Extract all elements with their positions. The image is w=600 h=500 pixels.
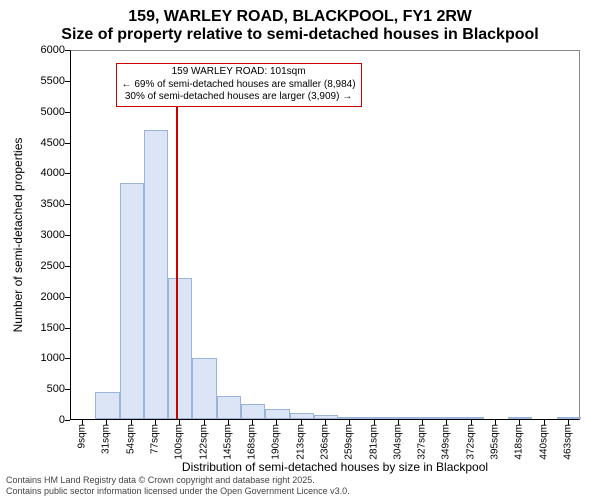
x-tick-label: 122sqm xyxy=(198,424,209,460)
y-tick-mark xyxy=(65,173,70,174)
x-tick-label: 77sqm xyxy=(150,424,161,454)
x-tick-label: 349sqm xyxy=(441,424,452,460)
histogram-bar xyxy=(387,417,411,419)
histogram-bar xyxy=(557,417,581,419)
y-tick-label: 1500 xyxy=(15,322,65,334)
chart-title-sub: Size of property relative to semi-detach… xyxy=(0,26,600,44)
y-tick-mark xyxy=(65,204,70,205)
y-tick-mark xyxy=(65,143,70,144)
callout-line-2: ← 69% of semi-detached houses are smalle… xyxy=(122,79,356,92)
y-tick-label: 4000 xyxy=(15,167,65,179)
x-tick-label: 190sqm xyxy=(271,424,282,460)
y-tick-mark xyxy=(65,81,70,82)
y-tick-label: 6000 xyxy=(15,44,65,56)
chart-title-main: 159, WARLEY ROAD, BLACKPOOL, FY1 2RW xyxy=(0,8,600,26)
histogram-bar xyxy=(435,417,459,419)
attribution-text: Contains HM Land Registry data © Crown c… xyxy=(6,475,350,497)
histogram-bar xyxy=(508,417,532,419)
y-tick-label: 2500 xyxy=(15,260,65,272)
callout-line-3: 30% of semi-detached houses are larger (… xyxy=(122,91,356,104)
x-tick-label: 440sqm xyxy=(538,424,549,460)
histogram-bar xyxy=(338,417,362,419)
histogram-chart: 159, WARLEY ROAD, BLACKPOOL, FY1 2RW Siz… xyxy=(0,0,600,500)
x-tick-label: 259sqm xyxy=(344,424,355,460)
callout-line-1: 159 WARLEY ROAD: 101sqm xyxy=(122,66,356,79)
x-tick-label: 31sqm xyxy=(101,424,112,454)
histogram-bar xyxy=(411,417,435,419)
histogram-bar xyxy=(168,278,192,419)
x-tick-label: 372sqm xyxy=(465,424,476,460)
y-tick-mark xyxy=(65,420,70,421)
x-tick-label: 168sqm xyxy=(247,424,258,460)
histogram-bar xyxy=(460,417,484,419)
y-tick-label: 5500 xyxy=(15,75,65,87)
x-tick-label: 54sqm xyxy=(125,424,136,454)
attribution-line-1: Contains HM Land Registry data © Crown c… xyxy=(6,475,350,486)
y-tick-mark xyxy=(65,112,70,113)
histogram-bar xyxy=(241,404,265,419)
y-tick-label: 5000 xyxy=(15,106,65,118)
histogram-bar xyxy=(362,417,386,419)
x-tick-label: 395sqm xyxy=(490,424,501,460)
histogram-bar xyxy=(95,392,119,419)
histogram-bar xyxy=(192,358,216,419)
y-tick-mark xyxy=(65,328,70,329)
y-tick-label: 2000 xyxy=(15,291,65,303)
x-tick-label: 236sqm xyxy=(320,424,331,460)
y-tick-label: 1000 xyxy=(15,352,65,364)
y-tick-mark xyxy=(65,358,70,359)
histogram-bar xyxy=(144,130,168,419)
x-tick-label: 145sqm xyxy=(222,424,233,460)
histogram-bar xyxy=(314,415,338,419)
y-tick-mark xyxy=(65,50,70,51)
y-tick-label: 500 xyxy=(15,383,65,395)
y-tick-label: 4500 xyxy=(15,137,65,149)
y-tick-mark xyxy=(65,297,70,298)
x-tick-label: 327sqm xyxy=(417,424,428,460)
x-tick-label: 463sqm xyxy=(562,424,573,460)
y-tick-mark xyxy=(65,389,70,390)
attribution-line-2: Contains public sector information licen… xyxy=(6,486,350,497)
y-tick-label: 0 xyxy=(15,414,65,426)
x-tick-label: 304sqm xyxy=(392,424,403,460)
x-tick-label: 100sqm xyxy=(174,424,185,460)
x-axis-label: Distribution of semi-detached houses by … xyxy=(90,460,580,474)
y-tick-label: 3000 xyxy=(15,229,65,241)
x-tick-label: 9sqm xyxy=(77,424,88,448)
y-tick-label: 3500 xyxy=(15,198,65,210)
plot-area: 159 WARLEY ROAD: 101sqm ← 69% of semi-de… xyxy=(70,50,580,420)
property-callout: 159 WARLEY ROAD: 101sqm ← 69% of semi-de… xyxy=(116,63,362,107)
histogram-bar xyxy=(265,409,289,419)
x-tick-label: 213sqm xyxy=(295,424,306,460)
histogram-bar xyxy=(290,413,314,419)
y-tick-mark xyxy=(65,266,70,267)
property-marker-line xyxy=(176,107,178,419)
histogram-bar xyxy=(217,396,241,419)
x-tick-label: 281sqm xyxy=(368,424,379,460)
x-tick-label: 418sqm xyxy=(514,424,525,460)
histogram-bar xyxy=(120,183,144,419)
y-tick-mark xyxy=(65,235,70,236)
